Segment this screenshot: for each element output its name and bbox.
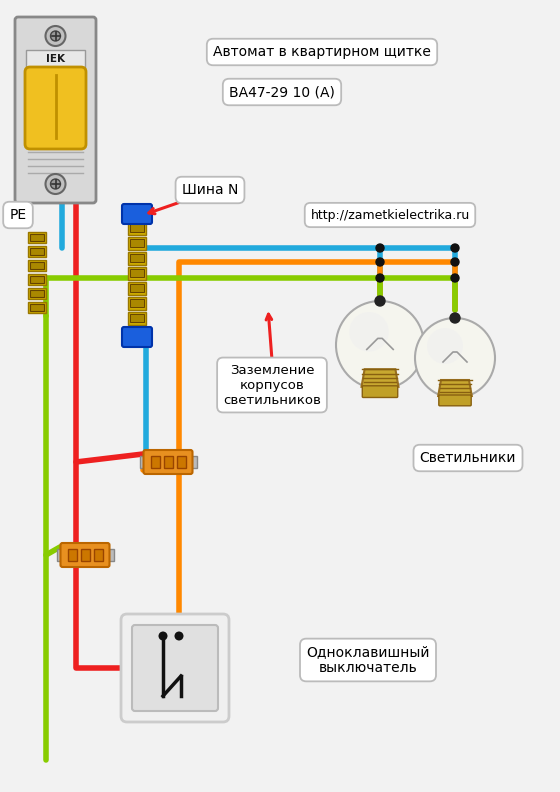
FancyBboxPatch shape — [15, 17, 96, 203]
Circle shape — [50, 31, 60, 41]
Bar — [30, 262, 44, 269]
Bar — [28, 302, 46, 313]
Polygon shape — [362, 369, 399, 386]
Bar — [130, 239, 144, 247]
Circle shape — [451, 274, 459, 282]
Bar — [30, 234, 44, 241]
Bar — [28, 274, 46, 285]
Text: Автомат в квартирном щитке: Автомат в квартирном щитке — [213, 45, 431, 59]
Bar — [130, 299, 144, 307]
Circle shape — [336, 301, 424, 389]
Bar — [130, 224, 144, 232]
Circle shape — [349, 312, 389, 352]
Bar — [128, 282, 146, 295]
Text: Шина N: Шина N — [182, 183, 238, 197]
FancyBboxPatch shape — [122, 204, 152, 224]
Text: ВА47-29 10 (А): ВА47-29 10 (А) — [229, 85, 335, 99]
Bar — [130, 269, 144, 277]
FancyBboxPatch shape — [122, 327, 152, 347]
Bar — [28, 246, 46, 257]
Bar — [189, 456, 197, 468]
Bar — [128, 222, 146, 235]
Bar — [151, 456, 160, 468]
Text: PE: PE — [10, 208, 26, 222]
Text: Светильники: Светильники — [420, 451, 516, 465]
Circle shape — [376, 258, 384, 266]
Circle shape — [450, 313, 460, 323]
Text: Заземление
корпусов
светильников: Заземление корпусов светильников — [223, 364, 321, 406]
Circle shape — [45, 174, 66, 194]
Bar — [164, 456, 172, 468]
Bar — [128, 267, 146, 280]
Text: Одноклавишный
выключатель: Одноклавишный выключатель — [306, 645, 430, 675]
Text: IEK: IEK — [46, 54, 65, 64]
Bar — [57, 549, 63, 561]
Bar — [28, 260, 46, 271]
FancyBboxPatch shape — [25, 67, 86, 149]
Bar — [30, 248, 44, 255]
Bar — [30, 304, 44, 311]
Circle shape — [375, 296, 385, 306]
Bar — [128, 297, 146, 310]
Bar — [128, 237, 146, 250]
Circle shape — [376, 274, 384, 282]
Bar — [106, 549, 114, 561]
FancyBboxPatch shape — [121, 614, 229, 722]
FancyBboxPatch shape — [439, 395, 471, 406]
Bar — [130, 314, 144, 322]
Bar — [176, 456, 185, 468]
Bar — [130, 284, 144, 292]
Bar — [128, 312, 146, 325]
Circle shape — [158, 631, 167, 641]
Bar — [28, 232, 46, 243]
Circle shape — [376, 244, 384, 252]
Bar — [68, 549, 77, 561]
Polygon shape — [438, 380, 472, 396]
Circle shape — [45, 26, 66, 46]
Bar — [30, 290, 44, 297]
FancyBboxPatch shape — [143, 450, 193, 474]
Bar — [26, 50, 85, 68]
Circle shape — [427, 328, 463, 364]
Circle shape — [175, 631, 184, 641]
Text: http://zametkielectrika.ru: http://zametkielectrika.ru — [310, 208, 470, 222]
Circle shape — [50, 179, 60, 189]
Bar — [30, 276, 44, 283]
Bar — [128, 252, 146, 265]
FancyBboxPatch shape — [60, 543, 110, 567]
Bar — [94, 549, 102, 561]
Bar — [81, 549, 90, 561]
Circle shape — [451, 244, 459, 252]
Circle shape — [451, 258, 459, 266]
Bar — [139, 456, 147, 468]
Circle shape — [415, 318, 495, 398]
FancyBboxPatch shape — [132, 625, 218, 711]
Bar — [130, 254, 144, 262]
FancyBboxPatch shape — [362, 386, 398, 398]
Bar — [28, 288, 46, 299]
